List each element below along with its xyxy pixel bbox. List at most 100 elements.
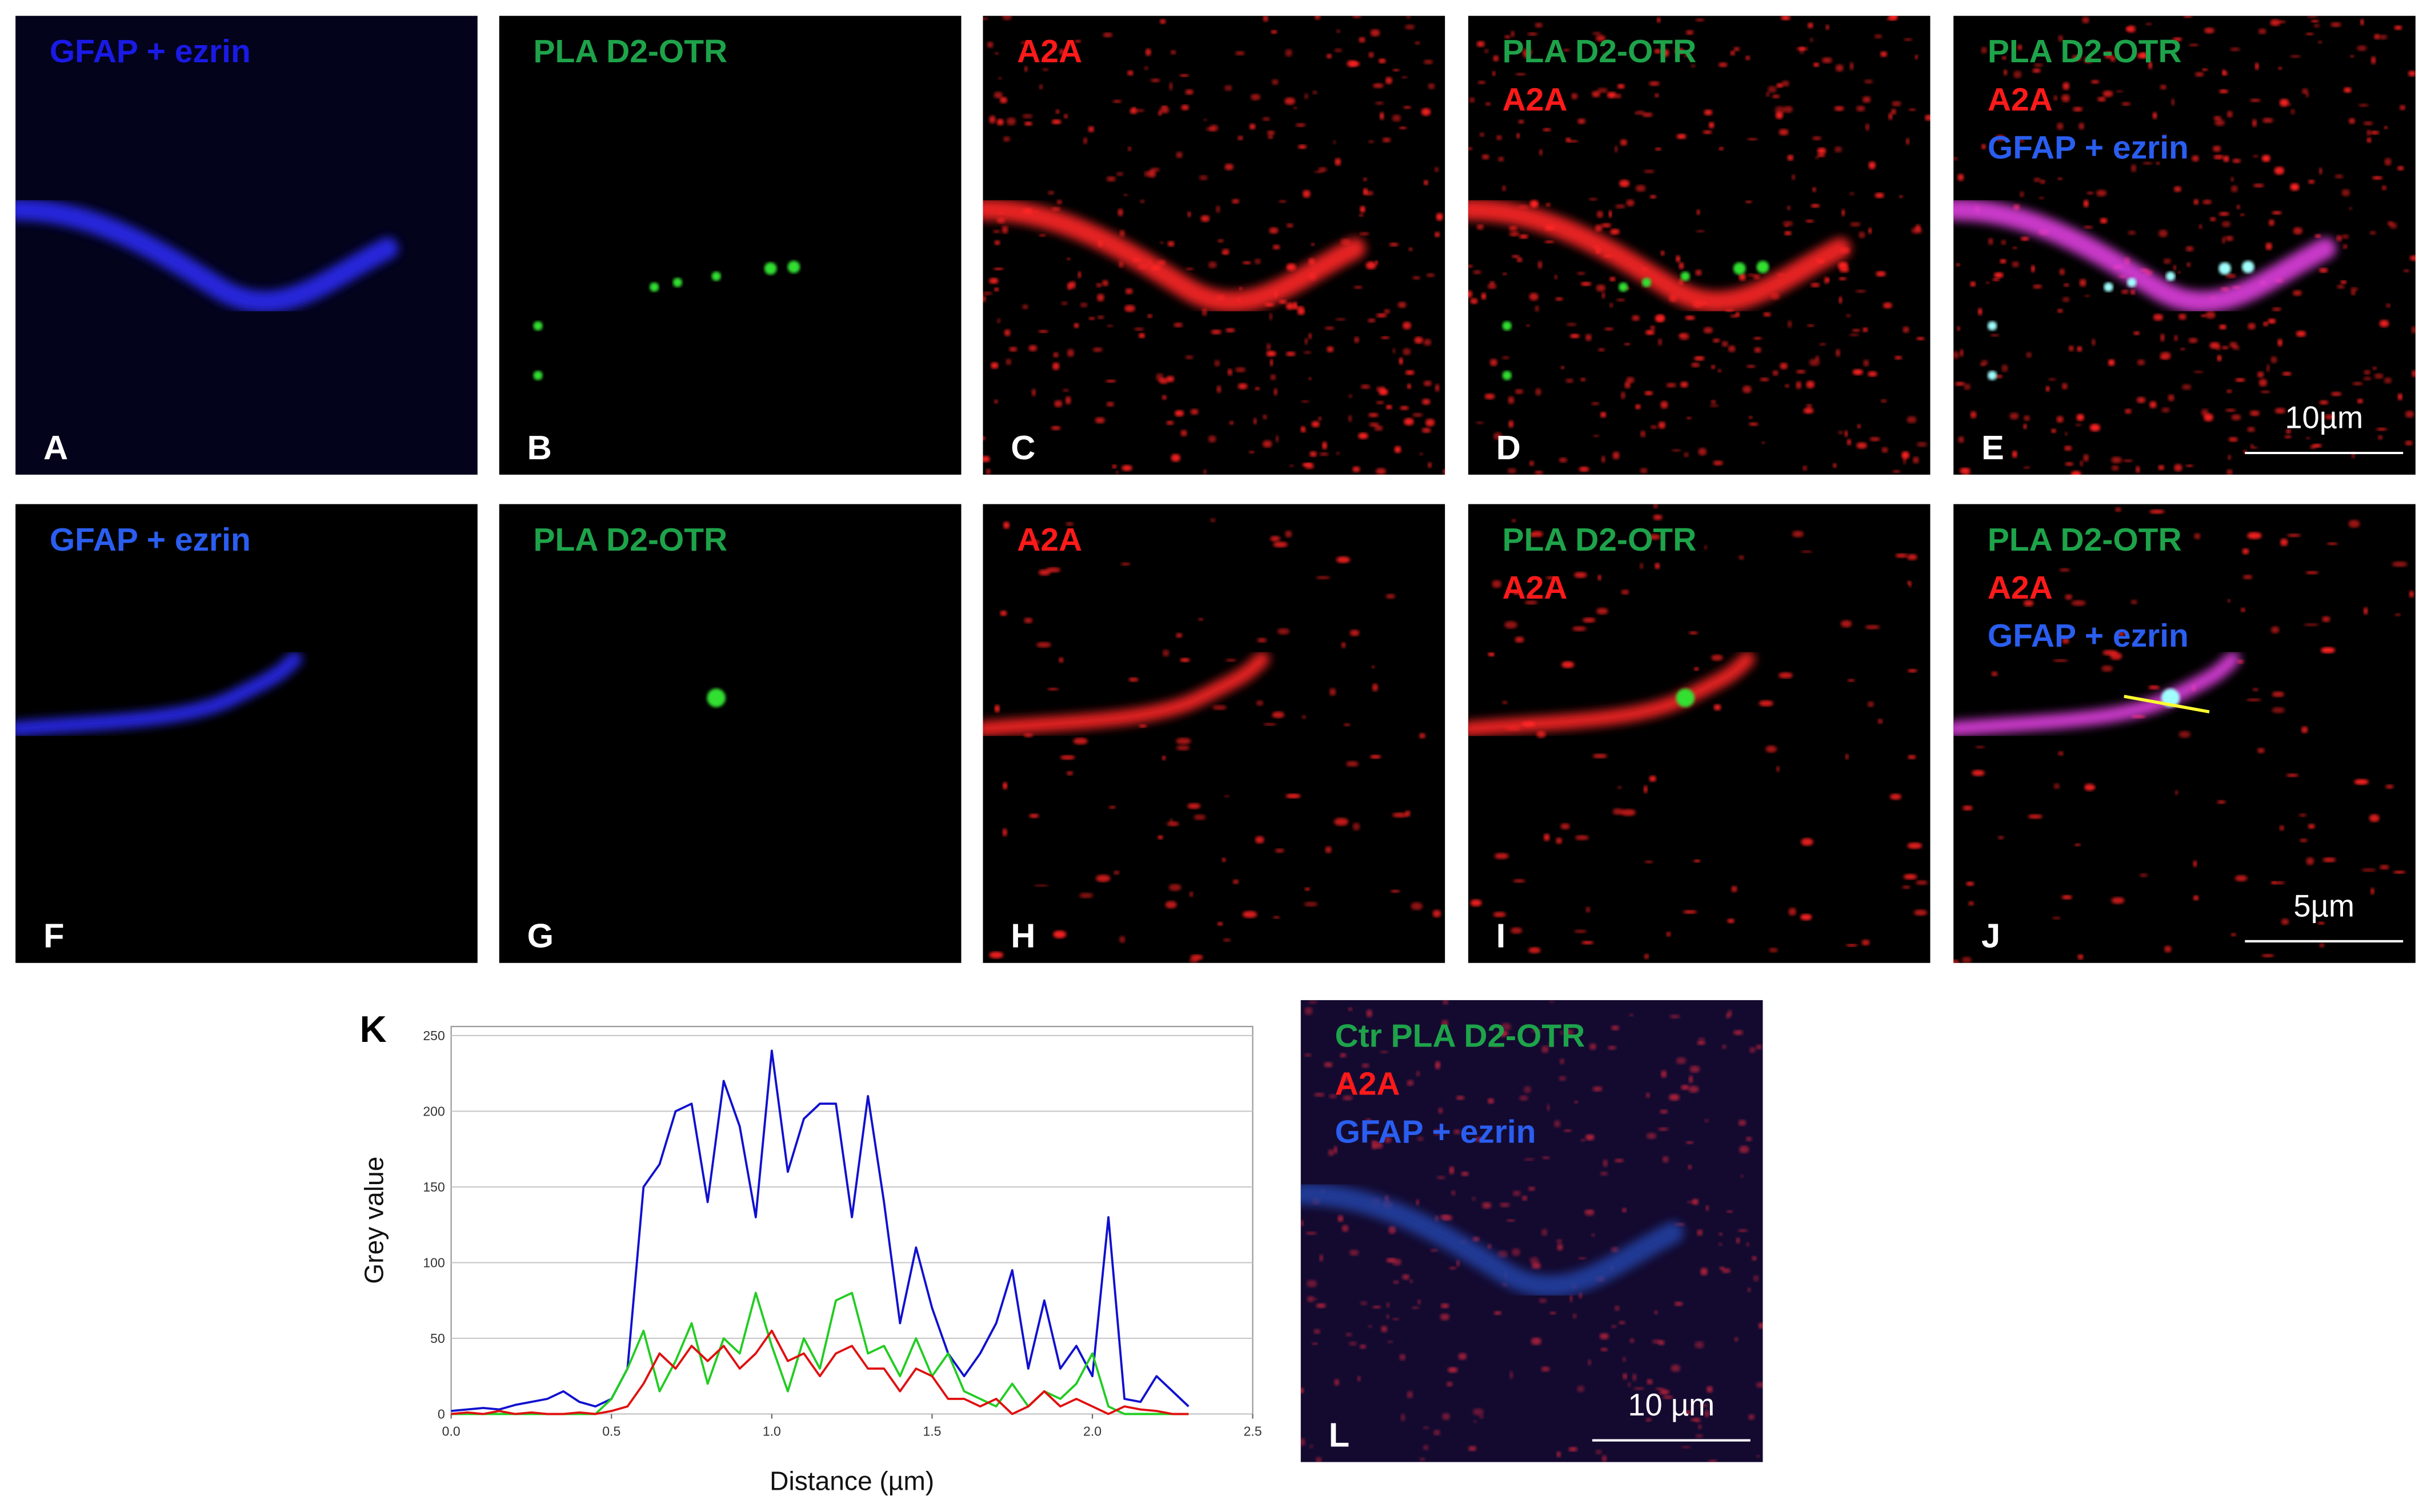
red-puncta: [1756, 1454, 1760, 1458]
red-puncta: [1419, 1457, 1425, 1461]
red-puncta: [1603, 1159, 1608, 1167]
red-puncta: [1695, 269, 1702, 276]
red-puncta: [1509, 1371, 1513, 1379]
red-puncta: [2370, 130, 2380, 135]
red-puncta: [1278, 200, 1287, 203]
red-puncta: [1775, 106, 1785, 114]
red-puncta: [1080, 302, 1088, 308]
micrograph-panel: PLA D2-OTR A2A GFAP + ezrin E 10µm: [1953, 15, 2416, 475]
red-puncta: [2062, 637, 2069, 644]
red-puncta: [1855, 290, 1867, 293]
red-puncta: [2271, 881, 2276, 884]
red-puncta: [1591, 1233, 1595, 1237]
red-puncta: [1314, 15, 1321, 20]
red-puncta: [1713, 704, 1721, 711]
red-puncta: [1176, 745, 1190, 751]
red-puncta: [1235, 51, 1245, 55]
red-puncta: [1074, 323, 1079, 328]
red-puncta: [1813, 62, 1820, 67]
micrograph-image: [983, 15, 1445, 475]
red-puncta: [2108, 359, 2115, 366]
red-puncta: [2250, 98, 2261, 102]
red-puncta: [1662, 1156, 1669, 1163]
red-puncta: [1895, 553, 1908, 558]
red-puncta: [2221, 236, 2225, 244]
red-puncta: [2061, 383, 2068, 390]
cell-process: [15, 651, 303, 737]
red-puncta: [2252, 688, 2259, 692]
red-puncta: [1352, 15, 1361, 19]
red-puncta: [2258, 28, 2266, 34]
red-puncta: [1592, 1086, 1603, 1092]
red-puncta: [1623, 1373, 1628, 1380]
red-puncta: [1375, 260, 1379, 265]
micrograph-panel: PLA D2-OTR A2A GFAP + ezrin J 5µm: [1953, 504, 2416, 963]
red-puncta: [1108, 805, 1116, 809]
red-puncta: [1376, 401, 1384, 404]
red-puncta: [1904, 38, 1913, 41]
red-puncta: [2137, 53, 2148, 59]
panel-label: GFAP + ezrin: [1988, 129, 2189, 166]
red-puncta: [1585, 907, 1591, 913]
red-puncta: [1277, 628, 1290, 635]
red-puncta: [983, 456, 990, 463]
red-puncta: [2317, 921, 2325, 925]
red-puncta: [2343, 244, 2348, 249]
red-puncta: [1688, 1165, 1692, 1170]
red-puncta: [1304, 901, 1318, 907]
red-puncta: [1560, 1030, 1564, 1035]
panel-letter: L: [1329, 1415, 1349, 1454]
red-puncta: [989, 115, 996, 124]
red-puncta: [2075, 423, 2082, 427]
red-puncta: [1797, 47, 1808, 51]
red-puncta: [2013, 70, 2022, 79]
red-puncta: [2387, 221, 2394, 226]
red-puncta: [1718, 1242, 1723, 1246]
red-puncta: [1176, 151, 1183, 158]
red-puncta: [1384, 1136, 1392, 1144]
red-puncta: [1447, 1367, 1458, 1373]
red-puncta: [1112, 99, 1122, 103]
y-axis-label: Grey value: [359, 1157, 389, 1284]
red-puncta: [1271, 30, 1277, 34]
red-puncta: [1433, 1129, 1440, 1136]
red-puncta: [1676, 134, 1687, 139]
red-puncta: [1119, 936, 1126, 943]
red-puncta: [1717, 369, 1722, 373]
red-puncta: [2156, 162, 2160, 165]
red-puncta: [2384, 158, 2392, 166]
red-puncta: [1516, 133, 1520, 139]
red-puncta: [1248, 451, 1255, 454]
red-puncta: [1839, 267, 1849, 273]
red-puncta: [1476, 41, 1485, 47]
red-puncta: [1308, 1000, 1318, 1004]
red-puncta: [1297, 307, 1305, 315]
red-puncta: [2186, 262, 2191, 267]
pla-signal: [1987, 321, 1997, 331]
red-puncta: [1811, 282, 1820, 287]
red-puncta: [1666, 931, 1671, 937]
red-puncta: [1889, 15, 1898, 19]
red-puncta: [1380, 386, 1385, 392]
red-puncta: [1118, 208, 1123, 216]
red-puncta: [1079, 892, 1094, 899]
red-puncta: [2286, 773, 2299, 777]
red-puncta: [1434, 167, 1439, 173]
red-puncta: [1165, 901, 1177, 909]
red-puncta: [1348, 1007, 1353, 1011]
red-puncta: [1360, 384, 1371, 390]
red-puncta: [1304, 338, 1308, 345]
red-puncta: [1685, 1141, 1694, 1144]
red-puncta: [1852, 369, 1863, 375]
red-puncta: [1611, 1246, 1619, 1253]
red-puncta: [2310, 19, 2320, 23]
red-puncta: [1319, 452, 1329, 456]
red-puncta: [1776, 766, 1780, 772]
red-puncta: [2324, 414, 2335, 420]
red-puncta: [2009, 412, 2019, 420]
red-puncta: [1006, 358, 1012, 366]
red-puncta: [2089, 423, 2101, 432]
red-puncta: [1610, 228, 1620, 235]
red-puncta: [1825, 25, 1829, 30]
pla-signal: [2104, 282, 2113, 292]
